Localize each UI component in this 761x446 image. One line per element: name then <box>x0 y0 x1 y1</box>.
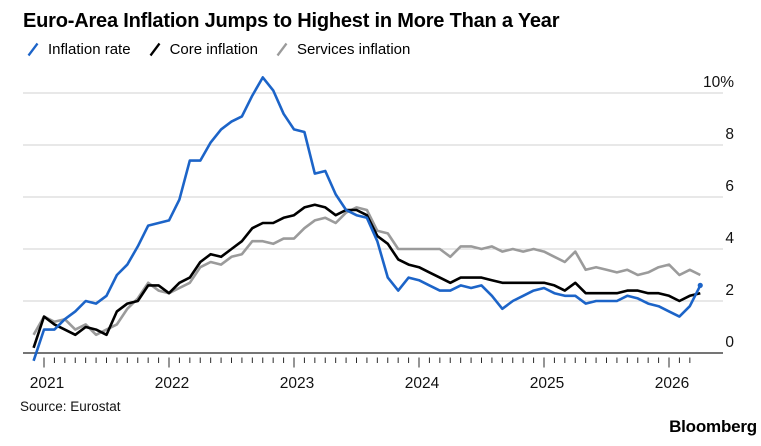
y-tick-label: 4 <box>725 230 734 247</box>
bloomberg-logo: Bloomberg <box>669 417 757 436</box>
y-tick-label: 6 <box>725 178 734 195</box>
series-line-services-inflation <box>32 206 701 337</box>
x-tick-label: 2024 <box>405 375 440 392</box>
x-tick-label: 2025 <box>530 375 564 392</box>
series-line-inflation-rate <box>32 76 702 362</box>
latest-point-marker <box>697 282 703 288</box>
legend-label: Services inflation <box>296 41 411 58</box>
legend-label: Inflation rate <box>48 41 131 58</box>
legend: Inflation rate Core inflation Services i… <box>26 41 410 58</box>
y-tick-label: 8 <box>725 126 734 143</box>
legend-label: Core inflation <box>169 41 258 58</box>
y-tick-label: 10% <box>703 74 734 91</box>
series-line-core-inflation <box>32 203 701 349</box>
x-tick-label: 2023 <box>280 375 314 392</box>
black-slash-icon <box>149 42 160 57</box>
y-tick-label: 2 <box>725 282 734 299</box>
source-note: Source: Eurostat <box>20 399 121 414</box>
legend-item-inflation-rate: Inflation rate <box>26 41 131 58</box>
page-title: Euro-Area Inflation Jumps to Highest in … <box>23 10 560 32</box>
x-tick-label: 2026 <box>655 375 689 392</box>
x-tick-label: 2021 <box>30 375 64 392</box>
x-tick-label: 2022 <box>155 375 189 392</box>
legend-item-services-inflation: Services inflation <box>275 41 410 58</box>
gray-slash-icon <box>276 42 288 57</box>
legend-item-core-inflation: Core inflation <box>148 41 258 58</box>
y-tick-label: 0 <box>725 334 734 351</box>
blue-slash-icon <box>27 42 39 57</box>
